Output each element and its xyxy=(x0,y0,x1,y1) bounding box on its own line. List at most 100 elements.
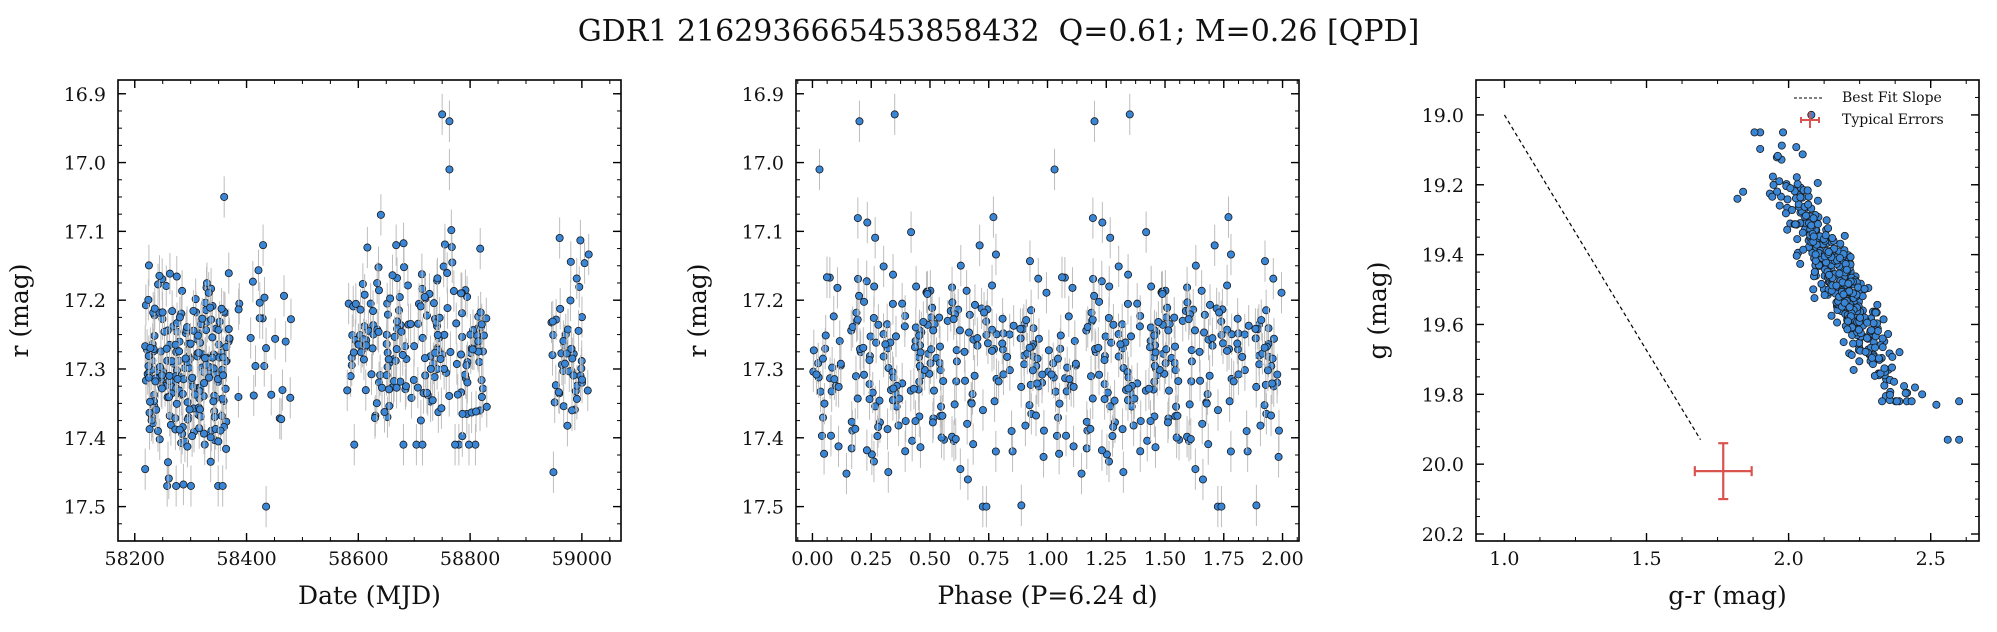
data-point xyxy=(1799,245,1808,254)
data-point xyxy=(1844,279,1853,288)
data-point xyxy=(863,218,872,227)
data-point xyxy=(1174,377,1183,386)
data-point xyxy=(1068,283,1077,292)
data-point xyxy=(433,274,442,283)
data-point xyxy=(267,390,276,399)
data-point xyxy=(1170,313,1179,322)
data-point xyxy=(456,350,465,359)
data-point xyxy=(865,395,874,404)
data-point xyxy=(360,290,369,299)
data-point xyxy=(1273,370,1282,379)
data-point xyxy=(1104,313,1113,322)
data-point xyxy=(991,250,1000,259)
data-point xyxy=(911,323,920,332)
data-point xyxy=(883,320,892,329)
data-point xyxy=(1260,401,1269,410)
data-point xyxy=(1863,334,1872,343)
data-point xyxy=(574,326,583,335)
data-point xyxy=(834,442,843,451)
best-fit-slope-line xyxy=(1503,114,1702,441)
data-point xyxy=(865,356,874,365)
data-point xyxy=(812,370,821,379)
data-point xyxy=(165,269,174,278)
data-point xyxy=(879,352,888,361)
data-point xyxy=(155,435,164,444)
data-point xyxy=(1839,290,1848,299)
data-point xyxy=(376,371,385,380)
data-point xyxy=(853,315,862,324)
data-point xyxy=(1796,193,1805,202)
data-point xyxy=(809,346,818,355)
data-point xyxy=(376,210,385,219)
data-point xyxy=(447,243,456,252)
data-point xyxy=(991,447,1000,456)
data-point xyxy=(259,241,268,250)
data-point xyxy=(1150,331,1159,340)
y-tick-label: 17.5 xyxy=(64,497,106,519)
data-point xyxy=(195,405,204,414)
data-point xyxy=(1143,436,1152,445)
data-point xyxy=(356,305,365,314)
data-point xyxy=(181,354,190,363)
data-point xyxy=(1750,128,1759,137)
data-point xyxy=(967,399,976,408)
data-point xyxy=(218,481,227,490)
panel-color-magnitude: 1.0 1.5 2.0 2.5 19.0 19.2 19.4 19.6 19.8 20.0 20.2… xyxy=(1363,79,1980,610)
data-point xyxy=(1827,311,1836,320)
data-point xyxy=(965,310,974,319)
data-point xyxy=(1090,117,1099,126)
data-point xyxy=(890,110,899,119)
data-point xyxy=(916,443,925,452)
data-point xyxy=(162,282,171,291)
data-point xyxy=(1064,312,1073,321)
data-point xyxy=(998,314,1007,323)
data-point xyxy=(157,384,166,393)
data-point xyxy=(855,117,864,126)
data-point xyxy=(1005,366,1014,375)
data-point xyxy=(874,320,883,329)
data-point xyxy=(879,262,888,271)
data-point xyxy=(1803,186,1812,195)
data-point xyxy=(1777,141,1786,150)
data-point xyxy=(463,378,472,387)
data-point xyxy=(1125,110,1134,119)
data-point xyxy=(445,391,454,400)
data-point xyxy=(955,326,964,335)
data-point xyxy=(1787,206,1796,215)
data-point xyxy=(260,293,269,302)
data-point xyxy=(1879,315,1888,324)
data-point xyxy=(1119,468,1128,477)
data-point xyxy=(1033,379,1042,388)
data-point xyxy=(440,364,449,373)
data-point xyxy=(830,375,839,384)
data-point xyxy=(362,341,371,350)
data-point xyxy=(548,317,557,326)
data-point xyxy=(1901,389,1910,398)
figure-title: GDR1 2162936665453858432 Q=0.61; M=0.26 … xyxy=(577,14,1420,49)
data-point xyxy=(224,269,233,278)
data-point xyxy=(200,440,209,449)
data-point xyxy=(1793,235,1802,244)
y-tick-label: 17.3 xyxy=(64,359,106,381)
data-point xyxy=(1070,337,1079,346)
data-point xyxy=(1813,196,1822,205)
data-point xyxy=(1171,366,1180,375)
data-point xyxy=(1918,390,1927,399)
data-point xyxy=(217,304,226,313)
data-point xyxy=(1028,366,1037,375)
data-point xyxy=(1016,324,1025,333)
data-point xyxy=(1847,350,1856,359)
data-point xyxy=(384,385,393,394)
data-point xyxy=(1226,250,1235,259)
data-point xyxy=(851,372,860,381)
data-point xyxy=(1773,187,1782,196)
plot-area xyxy=(141,93,593,528)
data-point xyxy=(1100,395,1109,404)
data-point xyxy=(399,239,408,248)
data-point xyxy=(194,331,203,340)
data-point xyxy=(1900,382,1909,391)
data-point xyxy=(1809,232,1818,241)
data-point xyxy=(1069,382,1078,391)
data-point xyxy=(1910,383,1919,392)
data-point xyxy=(1097,446,1106,455)
